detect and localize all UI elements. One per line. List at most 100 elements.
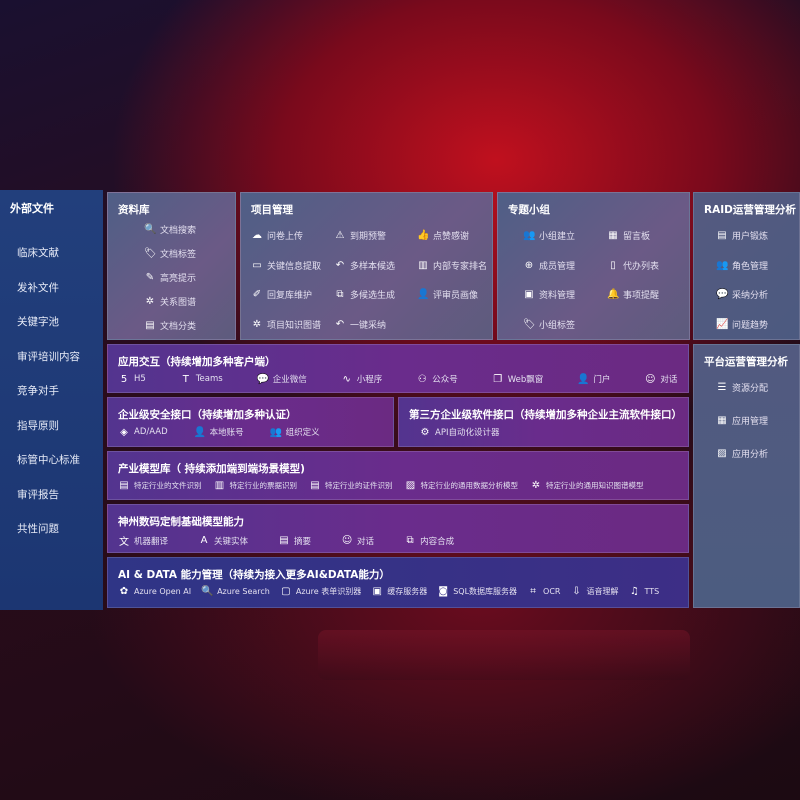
feature-item[interactable]: 5 H5 bbox=[118, 374, 146, 385]
gear-icon: ⚙ bbox=[420, 426, 430, 438]
feature-label: 多候选生成 bbox=[350, 291, 396, 301]
feature-label: 公众号 bbox=[432, 375, 458, 385]
id-card-icon: ▤ bbox=[310, 480, 320, 491]
sidebar-item[interactable]: 审评报告 bbox=[17, 488, 59, 501]
feature-item[interactable]: ▣ 缓存服务器 bbox=[371, 586, 427, 597]
feature-item[interactable]: ☁ 问卷上传 bbox=[251, 229, 303, 242]
feature-item[interactable]: ↶ 一键采纳 bbox=[334, 318, 386, 331]
feature-item[interactable]: ✲ 项目知识图谱 bbox=[251, 318, 321, 331]
chat-icon: ☺ bbox=[645, 373, 656, 385]
sidebar-item[interactable]: 审评培训内容 bbox=[17, 350, 80, 363]
feature-item[interactable]: 👥 组织定义 bbox=[270, 426, 320, 439]
trend-icon: 📈 bbox=[716, 318, 729, 330]
feature-item[interactable]: 👤 评审员画像 bbox=[417, 288, 478, 301]
entity-icon: A bbox=[200, 535, 208, 546]
chart-icon: ▨ bbox=[717, 448, 727, 459]
sidebar-item[interactable]: 临床文献 bbox=[17, 247, 59, 259]
feature-label: 门户 bbox=[593, 375, 611, 385]
feature-item[interactable]: ☺ 对话 bbox=[644, 373, 677, 386]
feature-item[interactable]: ↶ 多样本候选 bbox=[334, 259, 395, 272]
panel-title: 专题小组 bbox=[508, 204, 550, 216]
feature-item[interactable]: ▤ 用户锻炼 bbox=[716, 229, 768, 242]
panel-title: 产业模型库（ 持续添加端到端场景模型) bbox=[118, 463, 305, 475]
feature-item[interactable]: ▣ 资料管理 bbox=[523, 288, 575, 301]
feature-item[interactable]: ◙ SQL数据库服务器 bbox=[437, 586, 517, 597]
feature-item[interactable]: 文机器翻译 bbox=[118, 533, 168, 549]
feature-item[interactable]: ▢ Azure 表单识别器 bbox=[280, 586, 361, 597]
feature-item[interactable]: ❐ Web飘窗 bbox=[492, 373, 543, 386]
feature-item[interactable]: 💬 采纳分析 bbox=[716, 288, 768, 301]
feature-item[interactable]: ◈ AD/AAD bbox=[118, 427, 168, 438]
feature-item[interactable]: ▤ 特定行业的证件识别 bbox=[309, 480, 392, 491]
feature-item[interactable]: ⚠ 到期预警 bbox=[334, 229, 387, 242]
feature-label: 项目知识图谱 bbox=[267, 320, 322, 331]
doc-icon: ▤ bbox=[119, 480, 129, 491]
sidebar-item[interactable]: 指导原则 bbox=[17, 419, 59, 432]
feature-label: AD/AAD bbox=[134, 427, 168, 437]
feature-item[interactable]: 👤 门户 bbox=[577, 373, 611, 386]
sidebar-item[interactable]: 共性问题 bbox=[17, 523, 59, 535]
sidebar-item[interactable]: 标管中心标准 bbox=[17, 454, 80, 466]
feature-item[interactable]: ▨ 应用分析 bbox=[716, 447, 768, 460]
feature-item[interactable]: ▭ 关键信息提取 bbox=[251, 259, 321, 272]
feature-label: 关键实体 bbox=[214, 536, 249, 547]
feature-item[interactable]: ✐ 回复库维护 bbox=[251, 288, 312, 301]
feature-label: 评审员画像 bbox=[433, 291, 479, 301]
chat-icon: ☺ bbox=[341, 535, 353, 546]
sidebar-item[interactable]: 竞争对手 bbox=[17, 385, 59, 397]
qa-icon: 💬 bbox=[716, 289, 729, 300]
feature-label: 内容合成 bbox=[420, 536, 455, 547]
feature-item[interactable]: 🔔 事项提醒 bbox=[607, 288, 659, 301]
feature-item[interactable]: ⚇ 公众号 bbox=[416, 373, 458, 386]
feature-item[interactable]: ✲ 特定行业的通用知识图谱模型 bbox=[530, 480, 644, 491]
feature-item[interactable]: 💬 企业微信 bbox=[257, 373, 307, 386]
feature-item[interactable]: ▦ 应用管理 bbox=[716, 414, 768, 427]
doc-category-icon: ▤ bbox=[145, 320, 155, 331]
feature-item[interactable]: 👥 角色管理 bbox=[716, 259, 768, 272]
feature-item[interactable]: 👥 小组建立 bbox=[523, 229, 575, 242]
feature-item[interactable]: ☺ 对话 bbox=[341, 535, 374, 547]
feature-item[interactable]: ⌗ OCR bbox=[527, 586, 560, 597]
graph-icon: ✲ bbox=[531, 480, 541, 491]
feature-item[interactable]: T Teams bbox=[180, 374, 223, 385]
alarm-icon: ⚠ bbox=[335, 230, 345, 241]
feature-item[interactable]: ⧉ 多候选生成 bbox=[334, 288, 395, 301]
feature-item[interactable]: ▤ 文档分类 bbox=[144, 319, 196, 332]
bbs-icon: ▦ bbox=[608, 230, 618, 241]
feature-item[interactable]: ⇩ 语音理解 bbox=[571, 586, 618, 597]
feature-item[interactable]: ⊕ 成员管理 bbox=[523, 259, 575, 272]
panel-third-party: 第三方企业级软件接口（持续增加多种企业主流软件接口） ⚙ API自动化设计器 bbox=[398, 397, 689, 447]
feature-item[interactable]: ▨ 特定行业的通用数据分析模型 bbox=[405, 480, 518, 491]
feature-item[interactable]: ∿ 小程序 bbox=[341, 373, 383, 386]
feature-label: SQL数据库服务器 bbox=[453, 587, 518, 596]
edit-icon: ✐ bbox=[252, 289, 262, 300]
feature-item[interactable]: 🔍 文档搜索 bbox=[144, 223, 196, 236]
feature-item[interactable]: ▥ 特定行业的票据识别 bbox=[214, 480, 297, 491]
feature-label: 文档分类 bbox=[160, 322, 197, 332]
feature-item[interactable]: ✎ 高亮提示 bbox=[144, 271, 196, 284]
feature-item[interactable]: ▯ 代办列表 bbox=[607, 259, 659, 272]
feature-label: 点赞感谢 bbox=[433, 232, 470, 242]
pen-icon: ✎ bbox=[145, 272, 155, 283]
feature-item[interactable]: ⧉ 内容合成 bbox=[404, 535, 454, 547]
feature-item[interactable]: 📈 问题趋势 bbox=[716, 318, 768, 331]
translate-icon: 文 bbox=[119, 537, 129, 548]
feature-item[interactable]: ☰ 资源分配 bbox=[716, 381, 769, 394]
feature-item[interactable]: A 关键实体 bbox=[198, 535, 248, 547]
feature-item[interactable]: 🔍 Azure Search bbox=[201, 586, 270, 597]
feature-item[interactable]: ⚙ API自动化设计器 bbox=[419, 426, 500, 439]
feature-item[interactable]: ♫ TTS bbox=[629, 586, 659, 597]
sidebar-item[interactable]: 发补文件 bbox=[17, 281, 59, 294]
feature-item[interactable]: ▤ 特定行业的文件识别 bbox=[118, 480, 201, 491]
feature-item[interactable]: ▥ 内部专家排名 bbox=[417, 259, 487, 272]
feature-item[interactable]: 👤 本地账号 bbox=[194, 426, 244, 439]
feature-item[interactable]: ✿ Azure Open AI bbox=[118, 586, 191, 597]
sidebar-item[interactable]: 关键字池 bbox=[17, 316, 59, 328]
feature-item[interactable]: 🏷 文档标签 bbox=[144, 247, 196, 260]
feature-label: 小程序 bbox=[356, 375, 383, 385]
feature-item[interactable]: 👍 点赞感谢 bbox=[417, 229, 469, 242]
feature-item[interactable]: ✲ 关系图谱 bbox=[144, 295, 196, 308]
feature-item[interactable]: ▦ 留言板 bbox=[607, 229, 650, 242]
feature-item[interactable]: 🏷 小组标签 bbox=[523, 318, 575, 331]
feature-item[interactable]: ▤ 摘要 bbox=[278, 535, 311, 547]
